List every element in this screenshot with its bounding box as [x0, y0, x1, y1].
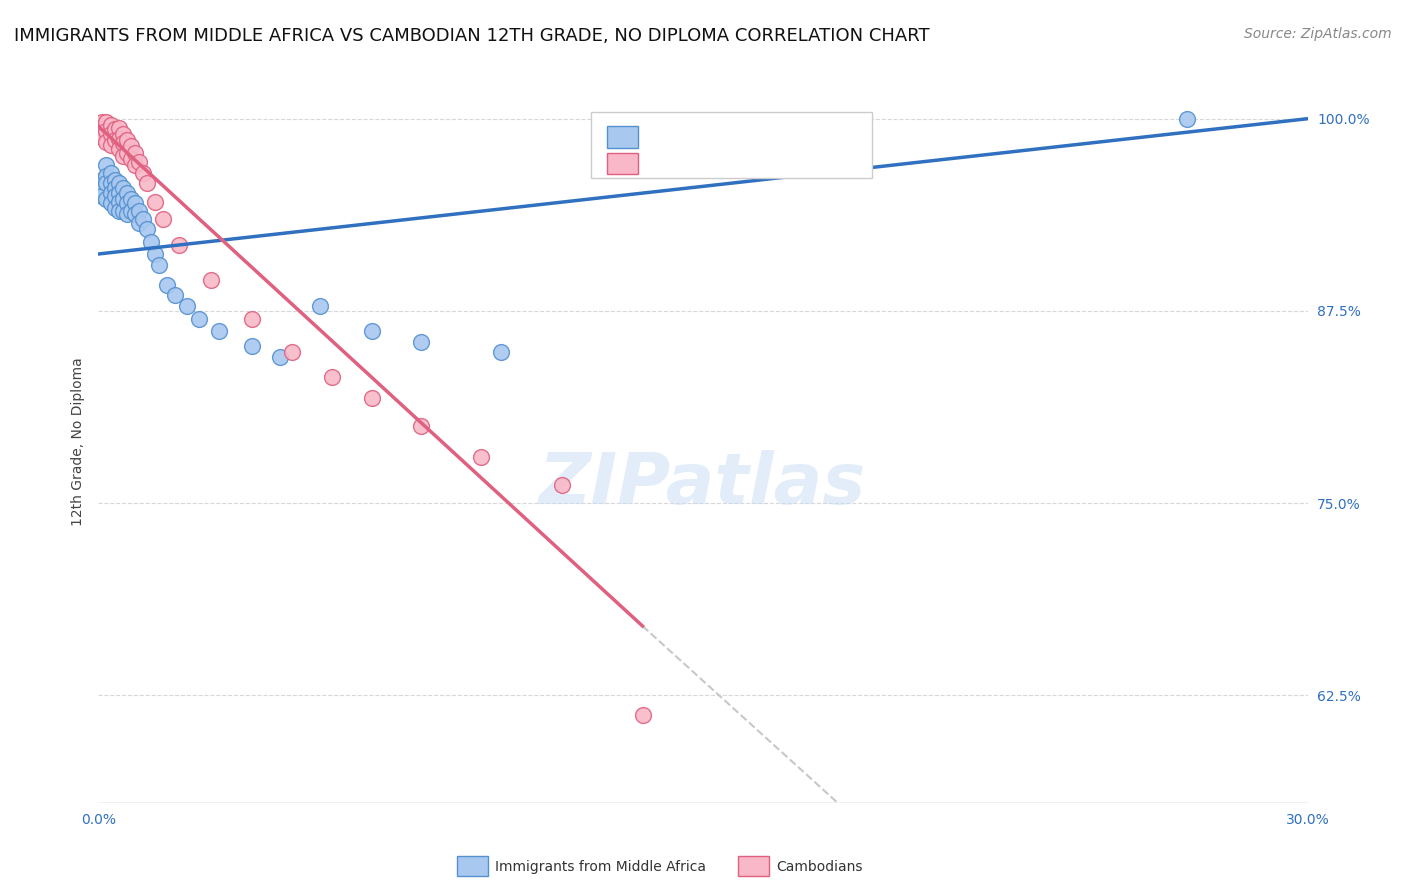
Point: [470, 450, 492, 464]
Point: [111, 148, 134, 162]
Point: [111, 127, 134, 141]
Point: [100, 165, 122, 179]
Point: [100, 137, 122, 152]
Point: [132, 211, 155, 226]
Text: Immigrants from Middle Africa: Immigrants from Middle Africa: [495, 860, 706, 874]
Point: [100, 196, 122, 211]
Point: [128, 216, 150, 230]
Point: [91, 181, 114, 195]
Point: [111, 203, 134, 218]
Point: [200, 273, 222, 287]
Point: [107, 203, 129, 218]
Point: [107, 176, 129, 190]
Point: [103, 173, 125, 187]
Point: [103, 181, 125, 195]
Point: [135, 176, 157, 190]
Point: [115, 207, 138, 221]
Point: [240, 339, 263, 353]
Y-axis label: 12th Grade, No Diploma: 12th Grade, No Diploma: [70, 357, 84, 526]
Point: [491, 345, 513, 359]
Point: [103, 133, 125, 147]
Point: [96, 124, 118, 138]
Point: [115, 196, 138, 211]
Point: [124, 207, 146, 221]
Point: [281, 345, 304, 359]
Point: [100, 118, 122, 132]
Point: [188, 311, 211, 326]
Point: [128, 203, 150, 218]
Point: [115, 133, 138, 147]
Point: [124, 196, 146, 211]
Point: [269, 350, 291, 364]
Point: [176, 299, 198, 313]
Point: [96, 115, 118, 129]
Point: [135, 222, 157, 236]
Point: [361, 324, 384, 338]
Point: [120, 139, 142, 153]
Point: [132, 165, 155, 179]
Point: [103, 122, 125, 136]
Point: [240, 311, 263, 326]
Point: [361, 392, 384, 406]
Point: [103, 188, 125, 202]
Point: [91, 130, 114, 145]
Text: R =  0.424   N = 48: R = 0.424 N = 48: [647, 129, 796, 145]
Point: [100, 186, 122, 200]
Point: [143, 247, 166, 261]
Point: [409, 334, 432, 349]
Point: [631, 708, 654, 723]
Point: [120, 192, 142, 206]
Point: [107, 120, 129, 135]
Point: [107, 194, 129, 209]
Point: [124, 145, 146, 160]
Point: [139, 235, 162, 249]
Point: [321, 370, 343, 384]
Text: R = -0.685   N = 38: R = -0.685 N = 38: [647, 156, 797, 171]
Point: [111, 181, 134, 195]
Point: [111, 192, 134, 206]
Point: [208, 324, 231, 338]
Point: [143, 194, 166, 209]
Point: [91, 173, 114, 187]
Point: [148, 258, 170, 272]
Text: IMMIGRANTS FROM MIDDLE AFRICA VS CAMBODIAN 12TH GRADE, NO DIPLOMA CORRELATION CH: IMMIGRANTS FROM MIDDLE AFRICA VS CAMBODI…: [14, 27, 929, 45]
Point: [409, 419, 432, 434]
Point: [156, 277, 179, 292]
Point: [91, 122, 114, 136]
Point: [100, 176, 122, 190]
Point: [96, 158, 118, 172]
Text: Source: ZipAtlas.com: Source: ZipAtlas.com: [1244, 27, 1392, 41]
Point: [120, 203, 142, 218]
Point: [128, 154, 150, 169]
Point: [1175, 112, 1198, 126]
Point: [96, 192, 118, 206]
Point: [107, 143, 129, 157]
Point: [107, 131, 129, 145]
Point: [96, 135, 118, 149]
Point: [103, 201, 125, 215]
Point: [120, 152, 142, 166]
Point: [152, 211, 174, 226]
Point: [167, 237, 190, 252]
Point: [309, 299, 332, 313]
Point: [91, 188, 114, 202]
Point: [96, 176, 118, 190]
Text: Cambodians: Cambodians: [776, 860, 863, 874]
Point: [107, 186, 129, 200]
Point: [111, 136, 134, 151]
Point: [100, 127, 122, 141]
Point: [551, 477, 574, 491]
Point: [115, 145, 138, 160]
Point: [96, 169, 118, 183]
Text: ZIPatlas: ZIPatlas: [540, 450, 866, 519]
Point: [91, 115, 114, 129]
Point: [115, 186, 138, 200]
Point: [163, 288, 186, 302]
Point: [124, 158, 146, 172]
